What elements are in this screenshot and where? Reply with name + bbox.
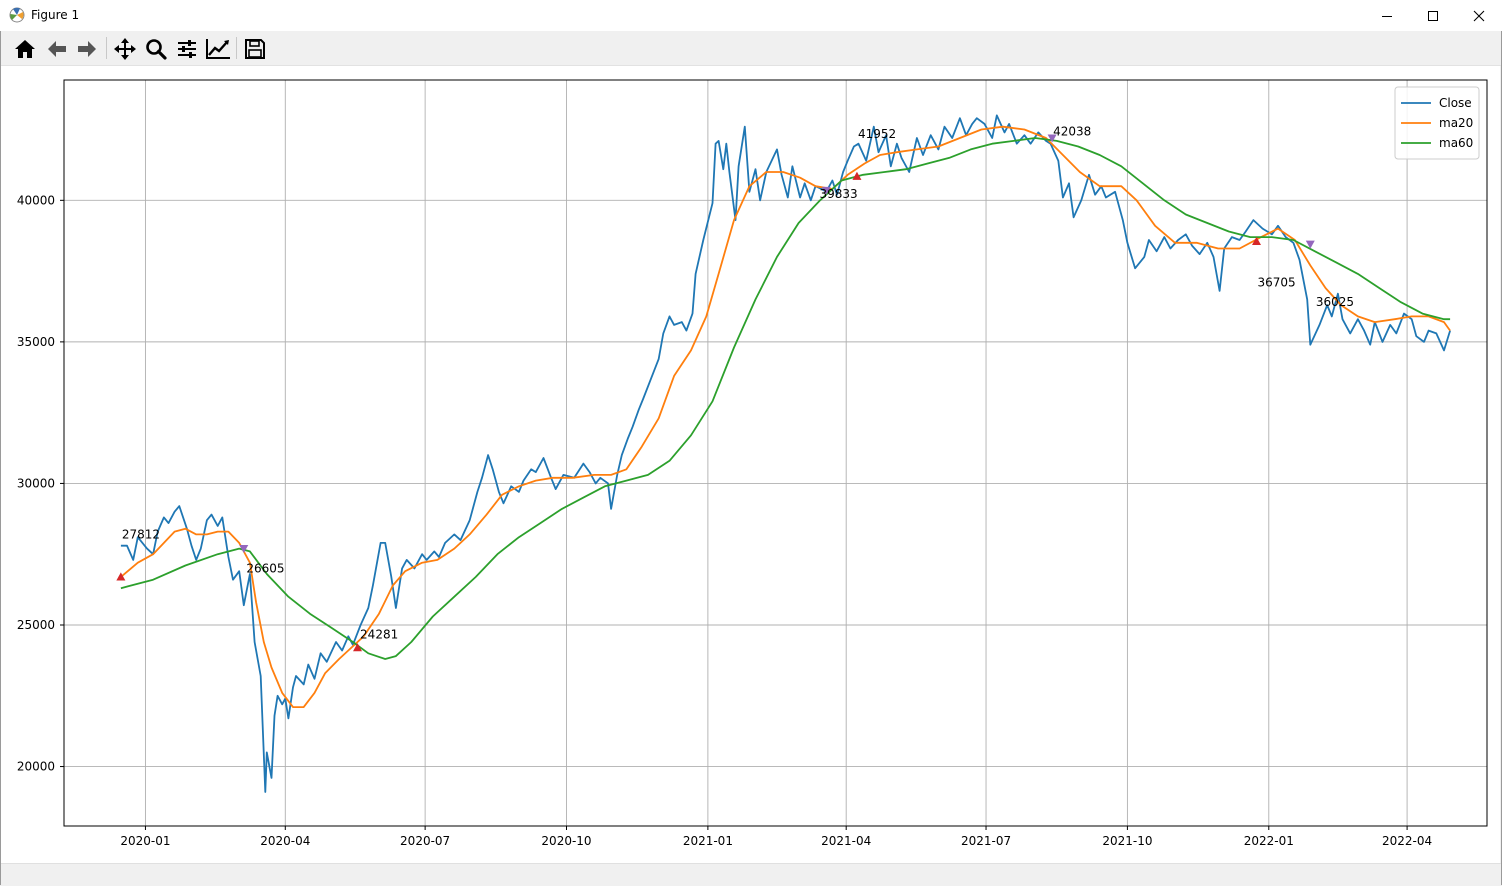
minimize-button[interactable] <box>1364 0 1410 31</box>
sell-signal-marker <box>239 544 249 554</box>
price-annotation: 36025 <box>1316 295 1354 309</box>
legend-label-ma20: ma20 <box>1439 116 1473 130</box>
x-tick-label: 2022-01 <box>1244 834 1294 848</box>
minimize-icon <box>1382 15 1392 17</box>
legend-label-close: Close <box>1439 96 1472 110</box>
price-annotation: 26605 <box>246 562 284 576</box>
stock-price-chart: 2020-01 2020-04 2020-07 2020-10 2021-01 2021-… <box>17 79 1488 848</box>
price-annotation: 41952 <box>858 127 896 141</box>
price-annotation: 36705 <box>1257 276 1295 290</box>
maximize-icon <box>1428 10 1438 21</box>
x-tick-label: 2020-04 <box>260 834 310 848</box>
configure-subplots-button[interactable] <box>173 35 201 63</box>
forward-button[interactable] <box>73 35 101 63</box>
toolbar-separator <box>106 37 107 59</box>
series-lines <box>120 114 1451 793</box>
figure-canvas[interactable]: 2020-01 2020-04 2020-07 2020-10 2021-01 2021-… <box>1 66 1500 863</box>
y-tick-label: 35000 <box>17 335 55 349</box>
navigation-toolbar <box>0 31 1502 66</box>
buy-signal-marker <box>852 171 862 180</box>
legend: Close ma20 ma60 <box>1394 86 1480 160</box>
series-line-ma60 <box>120 137 1451 660</box>
close-icon <box>1473 10 1485 21</box>
sell-signal-marker <box>821 186 831 195</box>
y-tick-label: 25000 <box>17 618 55 632</box>
home-button[interactable] <box>11 35 39 63</box>
back-button[interactable] <box>43 35 71 63</box>
series-line-close <box>120 114 1451 793</box>
y-tick-label: 40000 <box>17 193 55 207</box>
window-border-left <box>0 31 1 885</box>
signal-markers <box>116 134 1315 652</box>
edit-axis-button[interactable] <box>204 35 232 63</box>
legend-box <box>1394 86 1480 160</box>
title-bar: Figure 1 <box>0 0 1502 31</box>
home-icon <box>15 40 35 58</box>
matplotlib-logo-icon <box>9 7 25 23</box>
forward-arrow-icon <box>78 41 96 57</box>
price-annotation: 39833 <box>820 187 858 201</box>
x-tick-label: 2021-01 <box>683 834 733 848</box>
status-bar <box>0 863 1502 886</box>
sell-signal-marker <box>1047 134 1057 143</box>
series-line-ma20 <box>120 125 1451 708</box>
legend-label-ma60: ma60 <box>1439 136 1473 150</box>
window-title: Figure 1 <box>31 8 80 22</box>
save-button[interactable] <box>241 35 269 63</box>
configure-subplots-icon <box>178 40 196 58</box>
x-tick-label: 2021-07 <box>961 834 1011 848</box>
grid <box>64 80 1487 826</box>
price-annotation: 27812 <box>122 527 160 541</box>
zoom-button[interactable] <box>142 35 170 63</box>
close-button[interactable] <box>1456 0 1502 31</box>
y-axis-ticks: 20000 25000 30000 35000 40000 <box>17 193 64 774</box>
x-tick-label: 2021-04 <box>821 834 871 848</box>
price-annotation: 42038 <box>1053 125 1091 139</box>
x-axis-ticks: 2020-01 2020-04 2020-07 2020-10 2021-01 2021-… <box>120 826 1432 848</box>
pan-button[interactable] <box>111 35 139 63</box>
x-tick-label: 2020-01 <box>120 834 170 848</box>
toolbar-separator <box>236 37 237 59</box>
x-tick-label: 2022-04 <box>1382 834 1432 848</box>
buy-signal-marker <box>353 643 363 652</box>
annotations: 27812 26605 24281 39833 41952 42038 36705 36025 <box>122 125 1354 642</box>
x-tick-label: 2020-07 <box>400 834 450 848</box>
axes-frame <box>63 79 1488 827</box>
y-tick-label: 30000 <box>17 476 55 490</box>
buy-signal-marker <box>116 572 126 581</box>
x-tick-label: 2020-10 <box>541 834 591 848</box>
edit-axis-icon <box>206 39 230 59</box>
y-tick-label: 20000 <box>17 760 55 774</box>
zoom-magnifier-icon <box>146 39 167 60</box>
pan-move-icon <box>114 38 136 60</box>
x-tick-label: 2021-10 <box>1102 834 1152 848</box>
sell-signal-marker <box>1305 240 1315 249</box>
price-annotation: 24281 <box>360 627 398 641</box>
maximize-button[interactable] <box>1410 0 1456 31</box>
back-arrow-icon <box>48 41 66 57</box>
buy-signal-marker <box>1251 236 1261 245</box>
save-figure-icon <box>245 39 265 59</box>
